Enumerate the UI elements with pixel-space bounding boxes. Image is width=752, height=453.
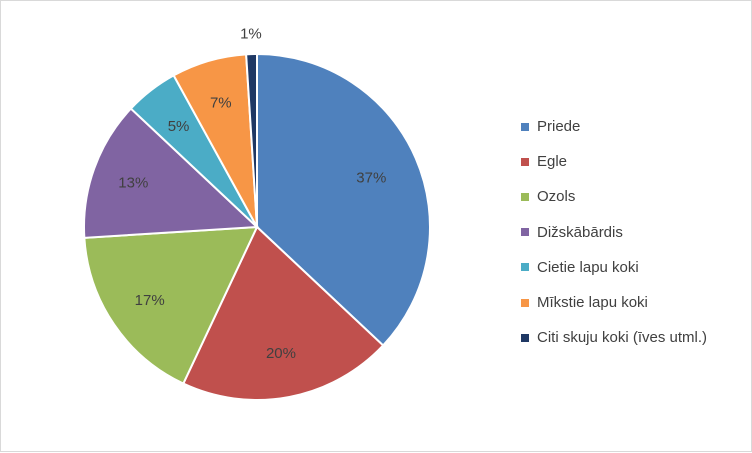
legend-item: Priede (521, 109, 707, 144)
legend-label: Mīkstie lapu koki (537, 294, 648, 312)
legend-swatch (521, 333, 529, 342)
data-label-7: 1% (240, 25, 262, 42)
pie-slice-4 (83, 107, 260, 239)
legend-label: Cietie lapu koki (537, 258, 639, 276)
legend-label: Egle (537, 153, 568, 171)
legend-item: Mīkstie lapu koki (521, 285, 707, 320)
data-label-4: 13% (118, 174, 148, 191)
legend-label: Priede (537, 118, 581, 136)
data-label-5: 5% (168, 118, 190, 135)
legend-item: Egle (521, 144, 707, 179)
legend-swatch (521, 263, 529, 272)
legend-swatch (521, 228, 529, 237)
legend-item: Dižskābārdis (521, 215, 707, 250)
legend-item: Cietie lapu koki (521, 250, 707, 285)
legend-swatch (521, 157, 529, 166)
data-label-2: 20% (266, 345, 296, 362)
legend-label: Citi skuju koki (īves utml.) (537, 329, 708, 347)
legend-item: Citi skuju koki (īves utml.) (521, 320, 707, 355)
legend-item: Ozols (521, 179, 707, 214)
pie-slice-2 (182, 225, 385, 401)
legend-swatch (521, 192, 529, 201)
legend-label: Dižskābārdis (537, 223, 623, 241)
data-label-3: 17% (135, 292, 165, 309)
legend: Priede Egle Ozols Dižskābārdis Cietie lapu k… (521, 109, 707, 355)
pie-slice-7 (245, 52, 258, 228)
legend-swatch (521, 122, 529, 131)
data-label-1: 37% (356, 170, 386, 187)
pie-slice-1 (256, 52, 432, 347)
legend-label: Ozols (537, 188, 576, 206)
legend-swatch (521, 298, 529, 307)
data-label-6: 7% (210, 94, 232, 111)
pie-slice-3 (83, 225, 259, 385)
